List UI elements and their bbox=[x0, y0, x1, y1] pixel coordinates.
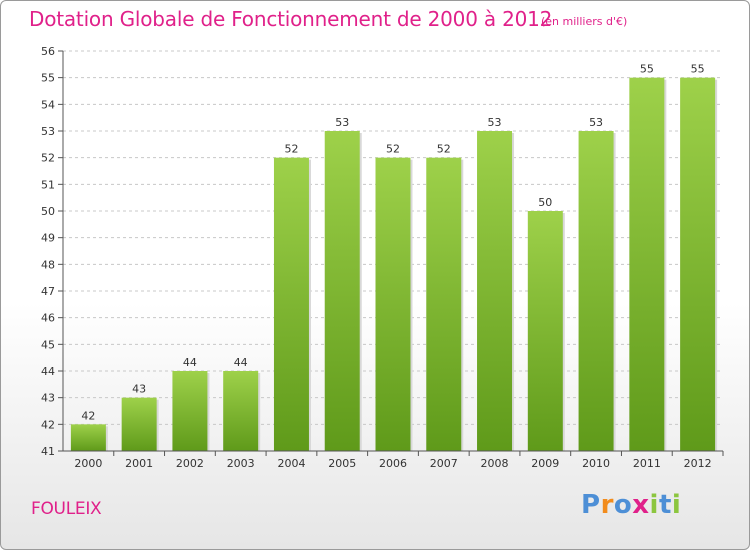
logo-letter: P bbox=[581, 490, 601, 520]
bar-2004 bbox=[273, 157, 309, 451]
logo-letter: o bbox=[613, 490, 633, 520]
data-label: 55 bbox=[640, 63, 654, 76]
bar-2012 bbox=[680, 77, 716, 452]
y-tick-label: 42 bbox=[41, 418, 55, 431]
x-tick-label: 2005 bbox=[328, 457, 356, 470]
y-tick-label: 51 bbox=[41, 178, 55, 191]
y-tick-label: 44 bbox=[41, 365, 55, 378]
y-tick-label: 52 bbox=[41, 152, 55, 165]
x-tick-label: 2006 bbox=[379, 457, 407, 470]
y-tick-label: 47 bbox=[41, 285, 55, 298]
bars: 42 43 44 44 52 53 52 52 53 50 53 55 55 bbox=[70, 63, 718, 452]
x-tick-label: 2010 bbox=[582, 457, 610, 470]
data-label: 52 bbox=[437, 143, 451, 156]
bar-2009 bbox=[527, 211, 563, 451]
x-tick-label: 2007 bbox=[430, 457, 458, 470]
x-tick-label: 2001 bbox=[125, 457, 153, 470]
y-tick-label: 50 bbox=[41, 205, 55, 218]
y-tick-label: 49 bbox=[41, 232, 55, 245]
data-label: 42 bbox=[81, 409, 95, 422]
data-label: 53 bbox=[589, 116, 603, 129]
data-label: 43 bbox=[132, 383, 146, 396]
bar-2000 bbox=[70, 424, 106, 451]
y-tick-label: 56 bbox=[41, 45, 55, 58]
data-label: 50 bbox=[538, 196, 552, 209]
bar-2011 bbox=[629, 77, 665, 452]
data-label: 52 bbox=[386, 143, 400, 156]
x-tick-label: 2008 bbox=[481, 457, 509, 470]
x-tick-label: 2011 bbox=[633, 457, 661, 470]
x-tick-label: 2002 bbox=[176, 457, 204, 470]
logo-letter: x bbox=[632, 490, 650, 520]
data-label: 52 bbox=[284, 143, 298, 156]
chart-subtitle: (en milliers d'€) bbox=[541, 15, 628, 28]
logo-letter: i bbox=[649, 490, 659, 520]
commune-name: FOULEIX bbox=[31, 499, 102, 519]
bar-2010 bbox=[578, 131, 614, 451]
data-label: 53 bbox=[488, 116, 502, 129]
x-tick-label: 2000 bbox=[74, 457, 102, 470]
y-tick-label: 45 bbox=[41, 338, 55, 351]
axes: 41 42 43 44 45 46 47 48 49 50 51 52 53 54 55 56 2000 2001… bbox=[41, 45, 724, 470]
y-tick-label: 54 bbox=[41, 98, 55, 111]
data-label: 44 bbox=[234, 356, 248, 369]
y-tick-label: 53 bbox=[41, 125, 55, 138]
chart-title: Dotation Globale de Fonctionnement de 20… bbox=[29, 7, 553, 31]
bar-2006 bbox=[375, 157, 411, 451]
proxiti-logo[interactable]: Proxiti bbox=[581, 490, 681, 520]
bar-2001 bbox=[121, 397, 157, 451]
bar-2007 bbox=[426, 157, 462, 451]
bar-2008 bbox=[477, 131, 513, 451]
x-tick-label: 2003 bbox=[227, 457, 255, 470]
y-tick-label: 48 bbox=[41, 258, 55, 271]
data-label: 44 bbox=[183, 356, 197, 369]
data-label: 55 bbox=[691, 63, 705, 76]
bar-2002 bbox=[172, 371, 208, 451]
x-tick-label: 2004 bbox=[277, 457, 305, 470]
x-tick-label: 2009 bbox=[531, 457, 559, 470]
logo-letter: t bbox=[658, 490, 672, 520]
logo-letter: i bbox=[671, 490, 682, 520]
bar-2005 bbox=[324, 131, 360, 451]
logo-letter: r bbox=[600, 490, 614, 520]
y-tick-label: 41 bbox=[41, 445, 55, 458]
y-tick-label: 46 bbox=[41, 312, 55, 325]
y-tick-label: 43 bbox=[41, 392, 55, 405]
bar-2003 bbox=[223, 371, 259, 451]
data-label: 53 bbox=[335, 116, 349, 129]
x-tick-label: 2012 bbox=[684, 457, 712, 470]
y-tick-label: 55 bbox=[41, 72, 55, 85]
